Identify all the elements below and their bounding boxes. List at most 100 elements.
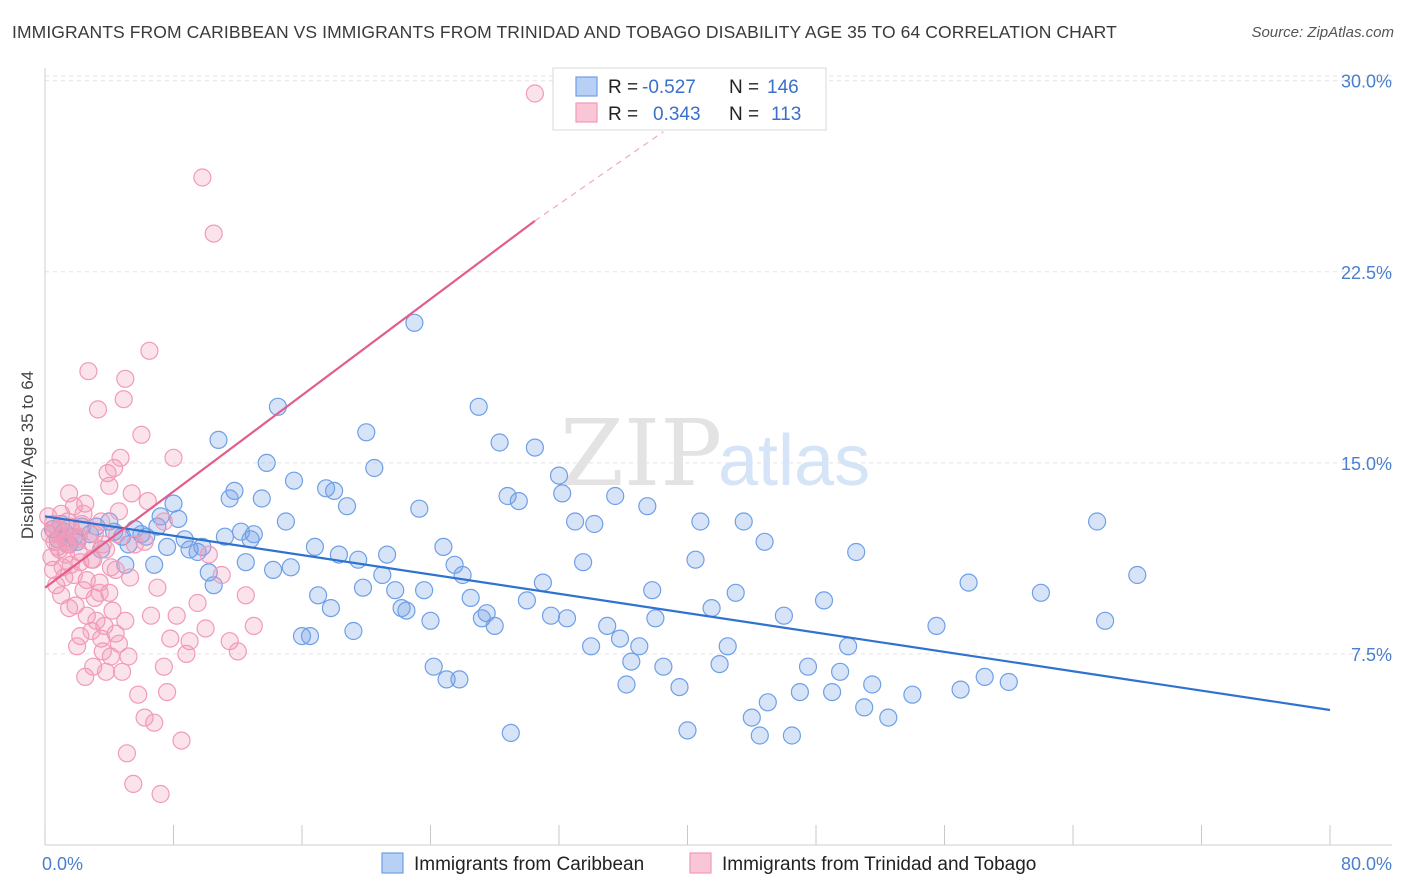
point-s1-70 xyxy=(148,578,167,597)
point-s0-101 xyxy=(638,497,657,516)
point-s0-70 xyxy=(434,537,453,557)
point-s1-61 xyxy=(124,774,143,794)
point-s0-116 xyxy=(755,532,774,551)
point-s0-83 xyxy=(509,492,528,511)
point-s1-79 xyxy=(180,632,199,651)
y-tick-label-3: 30.0% xyxy=(1341,72,1392,92)
point-s1-52 xyxy=(109,634,129,653)
point-s0-40 xyxy=(257,453,276,472)
point-s0-45 xyxy=(284,471,304,490)
point-s0-132 xyxy=(951,680,970,699)
point-s0-135 xyxy=(999,672,1018,692)
point-s1-81 xyxy=(193,168,212,187)
point-s1-89 xyxy=(244,616,263,636)
point-s1-74 xyxy=(161,629,180,648)
point-s1-20 xyxy=(66,596,85,615)
trend-line-1 xyxy=(44,219,536,589)
point-s0-56 xyxy=(349,550,368,569)
legend-n-label-1: N = xyxy=(729,104,759,125)
x-tick-label-0: 0.0% xyxy=(42,854,83,874)
point-s1-65 xyxy=(135,708,154,727)
point-s0-79 xyxy=(485,616,504,636)
point-s0-52 xyxy=(325,481,344,500)
point-s0-119 xyxy=(782,726,802,745)
point-s1-87 xyxy=(228,642,247,661)
point-s0-84 xyxy=(517,591,537,610)
bottom-legend-trinidad: Immigrants from Trinidad and Tobago xyxy=(722,854,1036,875)
point-s0-49 xyxy=(309,586,328,605)
point-s0-76 xyxy=(469,397,488,416)
point-s0-133 xyxy=(959,573,978,592)
point-s0-89 xyxy=(553,484,572,503)
bottom-legend: Immigrants from Caribbean Immigrants fro… xyxy=(381,852,1036,875)
point-s0-137 xyxy=(1087,512,1107,531)
point-s0-31 xyxy=(209,430,228,449)
point-s0-86 xyxy=(533,573,553,592)
point-s0-122 xyxy=(814,591,834,610)
x-tick-label-1: 80.0% xyxy=(1341,854,1392,874)
point-s1-55 xyxy=(114,390,133,409)
point-s0-71 xyxy=(437,670,456,689)
point-s1-85 xyxy=(212,565,231,585)
point-s0-120 xyxy=(790,682,810,702)
point-s1-60 xyxy=(121,568,140,587)
point-s1-84 xyxy=(204,224,223,243)
point-s0-59 xyxy=(365,458,384,478)
point-s1-72 xyxy=(154,657,173,676)
point-s1-69 xyxy=(145,713,164,732)
point-s0-68 xyxy=(421,611,440,630)
point-s0-22 xyxy=(158,537,177,557)
point-s0-136 xyxy=(1031,583,1051,602)
point-s1-59 xyxy=(119,647,138,666)
point-s0-121 xyxy=(798,657,818,676)
legend-swatch-caribbean xyxy=(575,76,598,97)
point-s1-103 xyxy=(74,504,93,523)
point-s0-48 xyxy=(305,537,324,557)
point-s0-62 xyxy=(386,581,405,600)
point-s1-43 xyxy=(96,662,116,681)
point-s0-100 xyxy=(630,637,649,656)
point-s0-104 xyxy=(654,657,673,676)
point-s0-75 xyxy=(461,588,480,608)
point-s0-131 xyxy=(927,616,946,636)
point-s0-91 xyxy=(565,512,585,531)
point-s0-24 xyxy=(169,509,188,529)
watermark-atlas: atlas xyxy=(718,421,870,501)
point-s1-68 xyxy=(141,606,161,625)
point-s1-112 xyxy=(154,512,173,531)
point-s1-37 xyxy=(88,400,108,419)
bottom-legend-caribbean: Immigrants from Caribbean xyxy=(414,854,644,875)
point-s0-69 xyxy=(424,657,443,676)
point-s0-73 xyxy=(450,670,469,689)
tick-labels: 7.5% 15.0% 22.5% 30.0% 0.0% 80.0% xyxy=(42,72,1392,874)
point-s0-61 xyxy=(378,545,397,564)
point-s0-112 xyxy=(726,583,745,602)
point-s0-128 xyxy=(863,675,882,694)
y-axis-label: Disability Age 35 to 64 xyxy=(18,371,37,539)
point-s0-54 xyxy=(337,497,357,516)
point-s1-24 xyxy=(71,626,90,646)
point-s0-124 xyxy=(830,662,850,681)
point-s0-47 xyxy=(300,626,320,646)
legend-n-label-0: N = xyxy=(729,77,759,98)
point-s0-115 xyxy=(750,726,769,745)
point-s0-80 xyxy=(490,433,509,452)
point-s0-98 xyxy=(617,675,636,694)
watermark: ZIP atlas xyxy=(560,400,870,507)
point-s0-97 xyxy=(610,629,630,648)
legend-swatch-trinidad xyxy=(575,102,598,123)
point-s0-106 xyxy=(678,721,697,740)
point-s0-65 xyxy=(405,313,424,332)
legend-n-value-1: 113 xyxy=(771,104,801,125)
y-tick-label-2: 22.5% xyxy=(1341,263,1392,283)
point-s1-48 xyxy=(103,601,122,620)
point-s0-108 xyxy=(691,512,710,531)
point-s0-134 xyxy=(975,667,994,687)
watermark-zip: ZIP xyxy=(560,400,722,507)
point-s1-90 xyxy=(525,84,545,103)
source-credit: Source: ZipAtlas.com xyxy=(1251,24,1394,41)
point-s0-44 xyxy=(281,558,300,577)
point-s1-106 xyxy=(69,527,88,546)
point-s1-80 xyxy=(188,593,207,613)
point-s0-58 xyxy=(357,423,376,442)
